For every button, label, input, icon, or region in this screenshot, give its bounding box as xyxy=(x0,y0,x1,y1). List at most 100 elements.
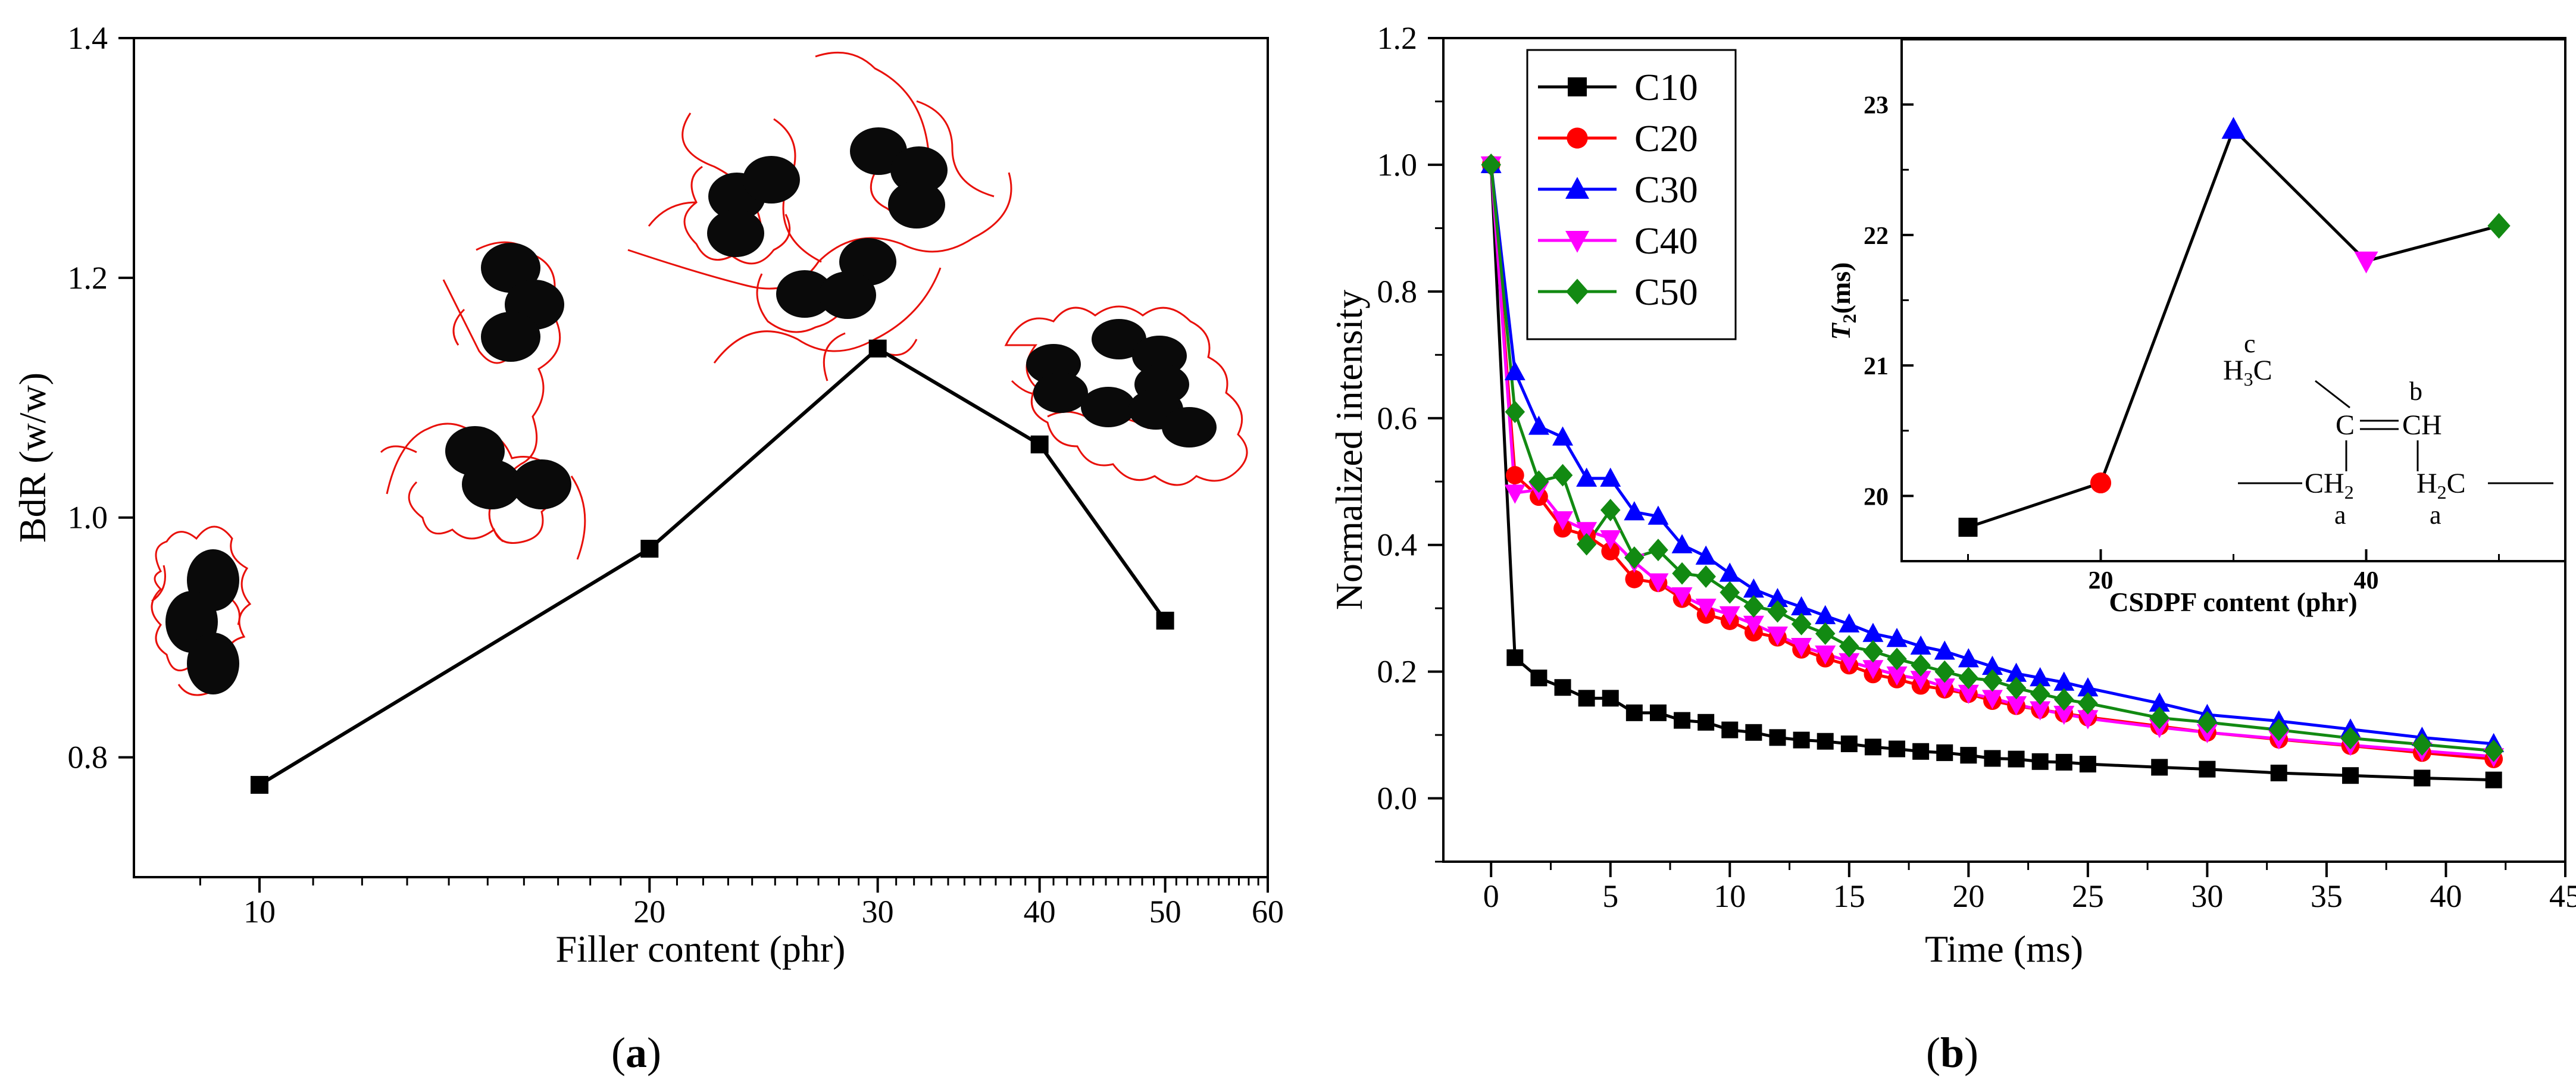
c40-data-point xyxy=(1743,615,1764,635)
c40-data-point xyxy=(1504,484,1525,504)
c40-data-point xyxy=(2006,696,2027,716)
panel-a: 10 20 30 40 50 60 0.8 1.0 1.2 1.4 Filler content … xyxy=(11,20,1284,1077)
inset-x-tick-label: 40 xyxy=(2354,567,2379,594)
c40-data-point xyxy=(2196,724,2218,744)
c10-data-point xyxy=(1840,735,1858,752)
c30-data-point xyxy=(1910,635,1931,655)
y-tick-label: 1.0 xyxy=(1377,147,1418,183)
y-tick-label: 0.4 xyxy=(1377,527,1418,563)
inset-series xyxy=(1958,117,2511,537)
sketch-20phr-particle xyxy=(481,243,540,293)
c30-data-point xyxy=(1981,655,2003,675)
chemical-structure: c H3C C b CH CH2 H2C a a xyxy=(2223,329,2553,530)
x-tick-label: 5 xyxy=(1602,878,1618,914)
c50-data-point xyxy=(1743,595,1764,618)
sketch-30phr xyxy=(627,51,1012,381)
structure-label-a-left: a xyxy=(2334,500,2346,530)
c30-data-point xyxy=(1552,426,1574,446)
sketch-50phr-particle xyxy=(1162,407,1217,448)
c40-data-point xyxy=(1958,684,1979,705)
c30-data-point xyxy=(1886,628,1908,647)
legend-label: C40 xyxy=(1634,220,1698,262)
c10-data-point xyxy=(1506,649,1524,666)
c40-data-point xyxy=(1719,606,1740,625)
structure-ch2-left: CH2 xyxy=(2305,468,2354,503)
c10-data-point xyxy=(2008,750,2025,768)
c50-data-point xyxy=(1552,464,1573,487)
c30-data-point xyxy=(1839,613,1860,633)
panel-a-ylabel: BdR (w/w) xyxy=(11,373,54,543)
legend-label: C20 xyxy=(1634,117,1698,159)
c30-data-point xyxy=(2006,662,2027,682)
x-tick-label: 25 xyxy=(2072,878,2104,914)
c50-data-point xyxy=(1576,533,1597,556)
structure-label-c: c xyxy=(2244,329,2256,358)
c40-data-point xyxy=(2077,710,2099,730)
c30-data-point xyxy=(1504,361,1525,381)
sketch-30phr-particle xyxy=(743,156,800,204)
c50-data-point xyxy=(2412,733,2433,756)
c40-data-point xyxy=(1671,587,1693,607)
inset-x-tick-label: 20 xyxy=(2089,567,2114,594)
c40-data-point xyxy=(1839,653,1860,672)
y-tick-label: 1.2 xyxy=(68,260,108,296)
t2-data-point xyxy=(2354,251,2378,274)
c40-data-point xyxy=(1552,511,1574,531)
c50-data-point xyxy=(2483,739,2504,762)
c50-data-point xyxy=(1624,546,1645,569)
c50-data-point xyxy=(1528,470,1549,493)
c10-data-point xyxy=(2414,769,2431,787)
sketch-10phr-rubber-chain xyxy=(151,525,252,678)
c50-series-line xyxy=(1489,164,2494,753)
sketch-50phr-rubber-chain xyxy=(1004,305,1248,486)
legend-marker xyxy=(1565,231,1589,253)
c50-data-point xyxy=(2268,718,2289,741)
c10-data-point xyxy=(2199,761,2216,778)
c20-data-point xyxy=(1601,542,1620,561)
structure-ch: CH xyxy=(2402,409,2442,441)
c50-data-point xyxy=(1815,622,1836,645)
c10-data-point xyxy=(1745,724,1762,741)
bdr-series-line xyxy=(258,346,1167,787)
c40-data-point xyxy=(2030,701,2051,721)
c50-data-point xyxy=(2149,706,2169,730)
c50-data-point xyxy=(2197,711,2218,734)
c50-data-point xyxy=(2006,677,2027,700)
c40-data-point xyxy=(1910,671,1931,690)
c10-data-point xyxy=(1578,690,1595,707)
sketch-50phr-particle xyxy=(1081,387,1136,427)
sketch-30phr-particle xyxy=(707,209,764,257)
sketch-20phr-particle xyxy=(512,459,571,509)
c30-data-point xyxy=(2030,667,2051,687)
sketch-50phr-particle xyxy=(1033,373,1088,413)
sketch-20phr xyxy=(380,241,586,560)
c10-data-point xyxy=(1889,740,1906,758)
c30-data-point xyxy=(1695,545,1717,565)
structure-label-b: b xyxy=(2409,377,2422,406)
inset-xlabel: CSDPF content (phr) xyxy=(2109,587,2357,617)
sketch-30phr-particle xyxy=(888,181,945,229)
c30-data-point xyxy=(1815,605,1836,624)
x-tick-label: 30 xyxy=(862,894,894,930)
sketch-50phr-particle xyxy=(1092,319,1146,359)
legend-marker xyxy=(1567,127,1588,149)
structure-label-a-right: a xyxy=(2430,500,2441,530)
c50-data-point xyxy=(1696,565,1716,588)
panel-a-series xyxy=(250,339,1174,794)
bdr-data-point xyxy=(250,775,268,794)
c50-data-point xyxy=(1982,669,2003,692)
c10-data-point xyxy=(1721,721,1739,738)
c30-data-point xyxy=(1671,534,1693,553)
c50-data-point xyxy=(1911,654,1931,677)
c10-data-point xyxy=(2342,767,2359,784)
c50-data-point xyxy=(1839,635,1859,658)
c10-data-point xyxy=(1936,744,1953,761)
c50-data-point xyxy=(1720,581,1740,604)
sketch-20phr-particle xyxy=(462,459,521,509)
bdr-data-point xyxy=(1030,435,1049,453)
inset-y-tick-label: 21 xyxy=(1864,353,1889,380)
c30-data-point xyxy=(1862,622,1884,642)
inset-ylabel: T2(ms) xyxy=(1825,262,1860,340)
c10-data-point xyxy=(1912,743,1930,760)
